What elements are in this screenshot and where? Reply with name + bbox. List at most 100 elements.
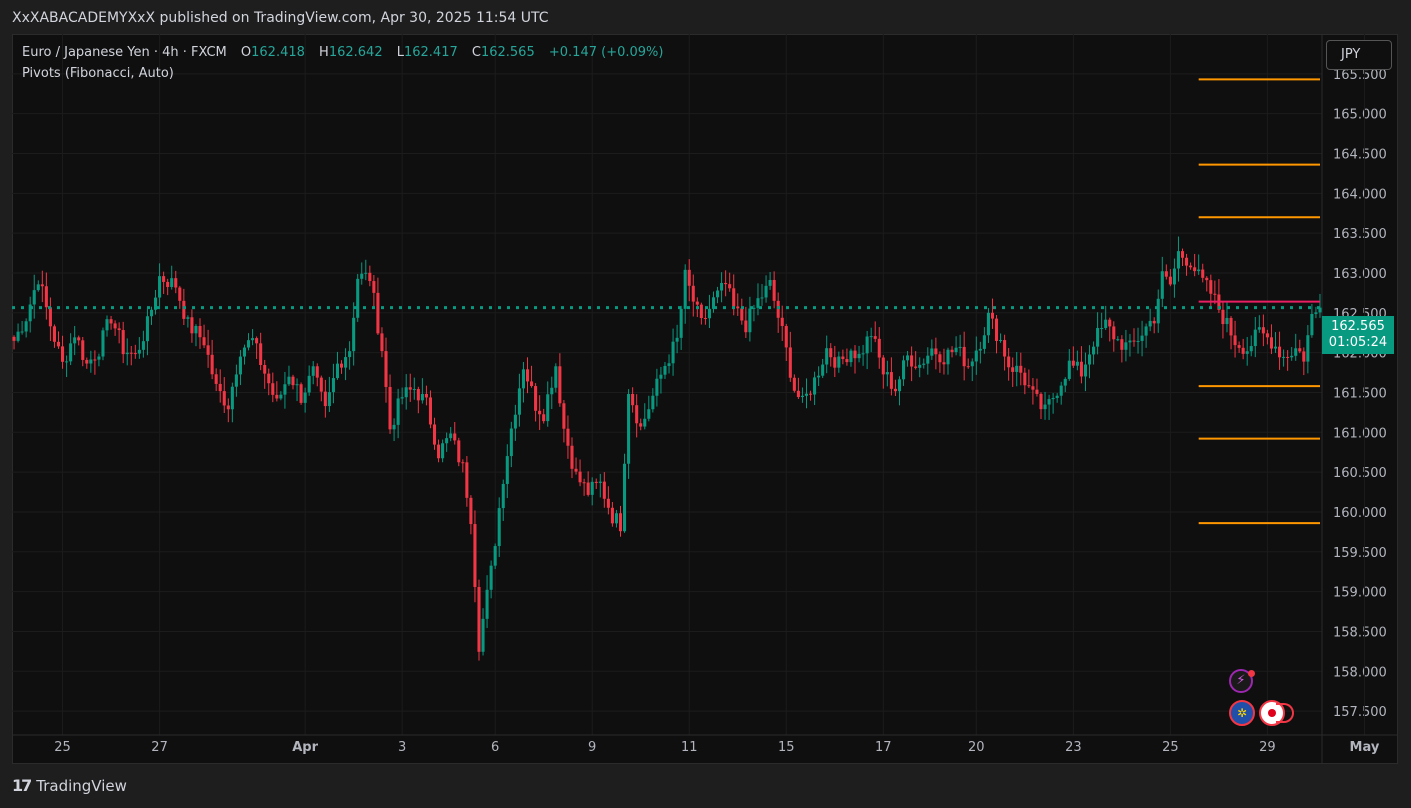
candle-body bbox=[1039, 393, 1043, 410]
candle-body bbox=[218, 383, 222, 392]
candle-body bbox=[647, 409, 651, 419]
x-tick-label: 17 bbox=[875, 740, 892, 755]
candle-body bbox=[36, 284, 40, 291]
candle-body bbox=[970, 361, 974, 367]
candle-body bbox=[1071, 360, 1075, 366]
candle-body bbox=[889, 372, 893, 389]
candle-body bbox=[776, 300, 780, 318]
candle-body bbox=[489, 565, 493, 590]
candle-body bbox=[194, 325, 198, 334]
candle-body bbox=[788, 347, 792, 378]
candle-body bbox=[1197, 269, 1201, 272]
candle-body bbox=[962, 346, 966, 367]
candle-body bbox=[990, 312, 995, 319]
candle-body bbox=[1055, 395, 1059, 398]
candle-body bbox=[1302, 351, 1306, 362]
candle-body bbox=[639, 423, 643, 427]
last-price-value: 162.565 bbox=[1331, 319, 1385, 334]
candle-body bbox=[1253, 329, 1257, 347]
candle-body bbox=[69, 343, 73, 362]
candle-body bbox=[141, 341, 145, 350]
candle-body bbox=[542, 414, 546, 422]
candle-body bbox=[1306, 335, 1310, 362]
candle-body bbox=[558, 366, 562, 404]
x-tick-label: 23 bbox=[1065, 740, 1082, 755]
candle-body bbox=[614, 513, 618, 524]
candle-body bbox=[137, 349, 141, 354]
candle-body bbox=[384, 351, 388, 387]
y-tick-label: 161.000 bbox=[1333, 426, 1387, 441]
candle-body bbox=[1059, 385, 1063, 396]
candle-body bbox=[521, 369, 526, 389]
candle-body bbox=[259, 343, 263, 365]
high-label: H bbox=[319, 45, 329, 60]
candle-body bbox=[388, 386, 392, 430]
candle-body bbox=[732, 288, 736, 307]
candle-body bbox=[1148, 320, 1152, 327]
candle-body bbox=[598, 481, 602, 483]
indicator-legend[interactable]: Pivots (Fibonacci, Auto) bbox=[22, 66, 174, 81]
candle-body bbox=[1278, 346, 1282, 358]
candle-body bbox=[279, 394, 283, 399]
candle-body bbox=[675, 337, 679, 342]
candle-body bbox=[667, 363, 671, 366]
candle-body bbox=[954, 347, 958, 353]
candle-body bbox=[335, 363, 340, 379]
candle-body bbox=[1116, 339, 1120, 341]
candle-body bbox=[861, 353, 865, 355]
candle-body bbox=[186, 317, 190, 319]
x-tick-label: 25 bbox=[1162, 740, 1179, 755]
candle-body bbox=[396, 398, 400, 425]
candle-body bbox=[683, 269, 687, 309]
candle-body bbox=[85, 359, 89, 364]
candle-body bbox=[263, 364, 267, 374]
candle-body bbox=[1027, 385, 1031, 387]
tradingview-brand[interactable]: 17 TradingView bbox=[12, 776, 127, 795]
candle-body bbox=[1168, 276, 1172, 285]
candle-body bbox=[20, 331, 24, 333]
candle-body bbox=[817, 375, 821, 378]
candle-body bbox=[356, 278, 360, 318]
candle-body bbox=[893, 388, 897, 392]
candle-body bbox=[1011, 367, 1015, 372]
candle-body bbox=[752, 307, 756, 309]
currency-button[interactable]: JPY bbox=[1326, 40, 1392, 70]
y-tick-label: 164.500 bbox=[1333, 147, 1387, 162]
candle-body bbox=[311, 366, 315, 376]
candle-body bbox=[149, 309, 154, 317]
close-value: 162.565 bbox=[480, 45, 535, 60]
x-tick-label: 15 bbox=[778, 740, 795, 755]
candle-body bbox=[724, 282, 728, 285]
symbol-title[interactable]: Euro / Japanese Yen · 4h · FXCM bbox=[22, 45, 227, 60]
candle-body bbox=[578, 471, 582, 483]
published-line: XxXABACADEMYXxX published on TradingView… bbox=[12, 10, 549, 26]
candle-body bbox=[1282, 356, 1286, 358]
y-tick-label: 164.000 bbox=[1333, 187, 1387, 202]
candle-body bbox=[1132, 340, 1136, 342]
candle-body bbox=[792, 377, 796, 391]
candle-body bbox=[1092, 346, 1096, 355]
candle-body bbox=[1112, 326, 1116, 340]
candle-body bbox=[853, 350, 857, 359]
candle-body bbox=[740, 308, 744, 321]
candle-body bbox=[61, 346, 65, 362]
candle-body bbox=[538, 410, 542, 415]
eu-flag-icon[interactable]: ✲ bbox=[1229, 700, 1255, 726]
candle-body bbox=[1201, 269, 1205, 278]
candle-body bbox=[1128, 340, 1132, 343]
candle-body bbox=[170, 278, 174, 288]
candle-body bbox=[65, 361, 69, 363]
candle-body bbox=[287, 376, 291, 385]
y-tick-label: 158.000 bbox=[1333, 665, 1387, 680]
candle-body bbox=[764, 285, 768, 298]
candle-body bbox=[966, 366, 970, 368]
candle-body bbox=[610, 507, 614, 524]
candle-body bbox=[133, 353, 137, 355]
candle-body bbox=[174, 278, 178, 288]
candle-body bbox=[1318, 307, 1322, 313]
candle-body bbox=[1265, 333, 1269, 338]
candle-body bbox=[1314, 312, 1318, 314]
candle-body bbox=[52, 326, 56, 342]
candle-body bbox=[1104, 319, 1108, 328]
